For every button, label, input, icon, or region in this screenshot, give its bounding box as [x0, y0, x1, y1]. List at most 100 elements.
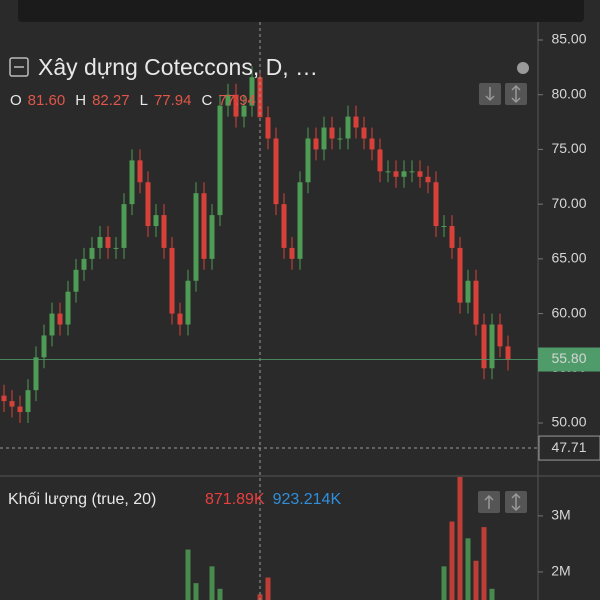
- candle-body: [297, 182, 303, 259]
- ohlc-value: 81.60: [28, 92, 66, 109]
- candle-body: [353, 116, 359, 128]
- candle-body: [417, 171, 423, 177]
- candle-body: [97, 236, 103, 248]
- volume-bar: [489, 588, 495, 600]
- candle-body: [345, 116, 351, 139]
- y-tick-label: 80.00: [551, 85, 586, 101]
- ohlc-value: 77.94: [218, 92, 256, 109]
- candle-body: [241, 105, 247, 117]
- candle-body: [209, 215, 215, 259]
- candle-body: [217, 105, 223, 216]
- overlay: Xây dựng Coteccons, D, … O 81.60 H 82.27 L 77.…: [8, 54, 529, 513]
- candle-body: [257, 77, 263, 118]
- candle-body: [441, 226, 447, 228]
- candle-body: [369, 138, 375, 150]
- candle-body: [409, 171, 415, 173]
- candle-body: [385, 171, 391, 173]
- candle-body: [505, 346, 511, 360]
- status-dot: [517, 62, 529, 74]
- candle-body: [473, 280, 479, 325]
- candle-body: [105, 236, 111, 248]
- volume-bar: [257, 594, 263, 600]
- y-tick-label: 85.00: [551, 31, 586, 47]
- y-tick-label: 65.00: [551, 250, 586, 266]
- candle-body: [153, 215, 159, 227]
- candle-body: [377, 149, 383, 172]
- volume-title: Khối lượng (true, 20): [8, 491, 156, 508]
- candle-body: [249, 77, 255, 106]
- last-price-label: 55.80: [551, 350, 586, 366]
- volume-bar: [209, 566, 215, 600]
- candle-body: [81, 258, 87, 270]
- volume-bar: [265, 577, 271, 600]
- candle-body: [433, 182, 439, 227]
- candle-body: [65, 291, 71, 325]
- candle-body: [289, 247, 295, 259]
- candle-body: [449, 226, 455, 248]
- volume-bar: [473, 560, 479, 600]
- candle-body: [393, 171, 399, 177]
- candle-body: [265, 117, 271, 139]
- y-tick-label: 3M: [551, 507, 570, 523]
- candle-body: [313, 138, 319, 150]
- y-tick-label: 70.00: [551, 195, 586, 211]
- move-up-icon: [484, 494, 494, 509]
- ohlc-key: L: [140, 92, 148, 109]
- volume-pane: [185, 477, 495, 600]
- candle-body: [457, 247, 463, 303]
- y-tick-label: 2M: [551, 563, 570, 579]
- candle-body: [1, 395, 7, 402]
- volume-maximize-icon: [511, 492, 521, 512]
- candle-body: [129, 160, 135, 205]
- y-tick-label: 60.00: [551, 304, 586, 320]
- collapse-icon[interactable]: [9, 57, 29, 77]
- candle-body: [497, 324, 503, 347]
- candle-body: [169, 247, 175, 314]
- chart-title: Xây dựng Coteccons, D, …: [38, 54, 318, 80]
- volume-bar: [193, 583, 199, 600]
- candle-body: [113, 247, 119, 249]
- ohlc-value: 82.27: [92, 92, 130, 109]
- y-tick-label: 75.00: [551, 140, 586, 156]
- maximize-icon: [511, 84, 521, 104]
- ohlc-key: C: [202, 92, 213, 109]
- top-bar: [18, 0, 584, 22]
- ohlc-key: O: [10, 92, 22, 109]
- candle-body: [401, 171, 407, 177]
- volume-bar: [481, 527, 487, 600]
- candle-body: [145, 182, 151, 227]
- candle-body: [201, 193, 207, 259]
- volume-bar: [217, 588, 223, 600]
- candle-body: [481, 324, 487, 369]
- candle-body: [137, 160, 143, 183]
- crosshair-price-label: 47.71: [551, 439, 586, 455]
- candle-body: [305, 138, 311, 183]
- ohlc-key: H: [75, 92, 86, 109]
- candle-body: [273, 138, 279, 205]
- volume-bar: [449, 521, 455, 600]
- candle-body: [321, 127, 327, 150]
- candle-body: [73, 269, 79, 292]
- volume-legend-value: 923.214K: [273, 491, 342, 508]
- candle-body: [329, 127, 335, 139]
- candle-body: [193, 193, 199, 281]
- volume-bar: [441, 566, 447, 600]
- candle-body: [33, 357, 39, 391]
- y-tick-label: 50.00: [551, 414, 586, 430]
- candle-body: [161, 215, 167, 248]
- candle-body: [25, 390, 31, 413]
- candle-body: [9, 401, 15, 407]
- candle-body: [57, 313, 63, 325]
- candle-body: [233, 94, 239, 117]
- candle-body: [425, 176, 431, 183]
- volume-bar: [457, 477, 463, 600]
- candle-body: [337, 138, 343, 140]
- volume-bar: [185, 549, 191, 600]
- ohlc-value: 77.94: [154, 92, 192, 109]
- candle-body: [41, 335, 47, 358]
- volume-legend-value: 871.89K: [205, 491, 265, 508]
- candle-body: [121, 204, 127, 248]
- last-price-tag: [538, 347, 600, 372]
- candle-body: [177, 313, 183, 325]
